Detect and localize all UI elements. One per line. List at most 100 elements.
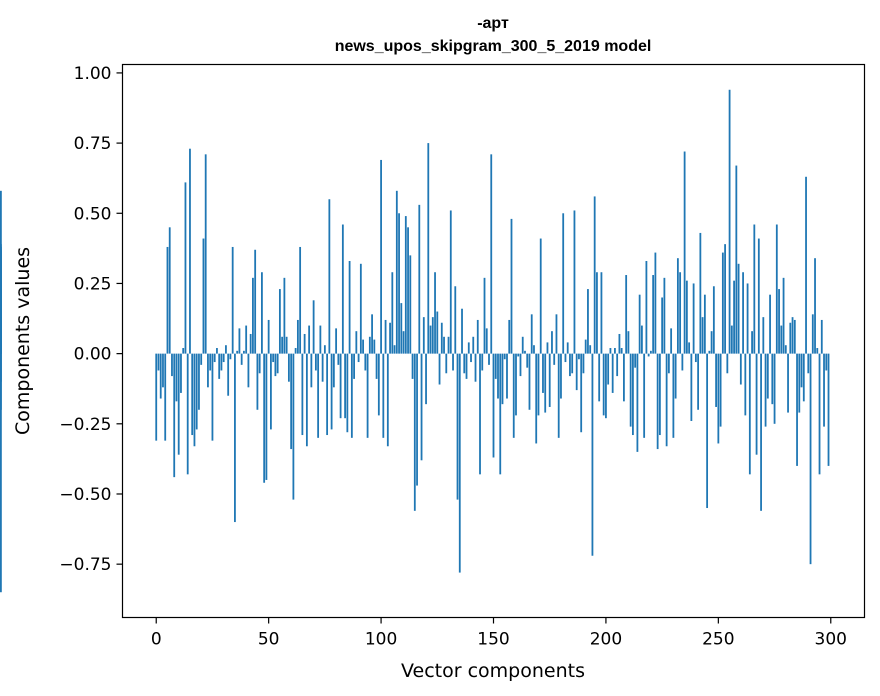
bar	[204, 154, 207, 354]
x-tick-label: 300	[815, 630, 847, 650]
bar	[276, 353, 279, 374]
bar	[290, 353, 293, 450]
bar	[461, 308, 463, 354]
bar	[386, 353, 389, 447]
bar	[175, 353, 178, 402]
bar	[234, 353, 236, 523]
bar	[656, 353, 659, 450]
bar	[623, 353, 625, 402]
bar	[243, 350, 245, 354]
bar	[685, 280, 688, 354]
bar	[506, 353, 508, 399]
bar	[560, 353, 562, 399]
bar	[733, 280, 735, 354]
bar	[510, 218, 513, 354]
bar	[807, 353, 810, 374]
bar	[658, 353, 661, 436]
x-tick-label: 0	[151, 630, 162, 650]
bar	[589, 345, 592, 354]
bar	[411, 353, 414, 379]
bar	[195, 353, 198, 430]
bar	[445, 353, 448, 374]
bar	[382, 353, 385, 438]
bar	[789, 322, 792, 354]
bar	[314, 353, 317, 371]
bar	[211, 353, 214, 441]
y-tick-label: 0.00	[74, 345, 112, 365]
bar	[335, 328, 338, 354]
bar	[753, 224, 756, 354]
bar	[323, 345, 326, 354]
bar	[501, 353, 504, 405]
bar	[263, 353, 266, 483]
bar	[512, 353, 515, 438]
bar	[497, 353, 499, 399]
bar	[488, 353, 490, 365]
bar	[463, 353, 466, 374]
bar	[712, 286, 715, 354]
y-axis-ticks: 1.00 0.75 0.50 0.25 0.00 −0.25 −0.50 −0.75	[59, 64, 123, 575]
bar	[395, 190, 398, 354]
bar	[533, 345, 535, 354]
bar	[328, 199, 331, 354]
bar	[427, 143, 430, 354]
bar	[773, 353, 776, 424]
bar	[710, 331, 713, 354]
bar	[742, 272, 744, 354]
bar	[699, 232, 702, 354]
bar	[596, 272, 598, 354]
bar	[634, 353, 637, 368]
bar	[715, 353, 717, 407]
bar	[0, 317, 2, 354]
bar	[452, 353, 454, 371]
bar	[308, 325, 311, 354]
bar	[616, 353, 619, 377]
bar	[490, 154, 493, 354]
bar	[661, 297, 664, 354]
y-tick-label: −0.25	[59, 415, 111, 435]
bar	[274, 353, 277, 377]
x-tick-label: 200	[590, 630, 622, 650]
bar	[193, 353, 196, 447]
bar	[481, 353, 484, 371]
bar	[724, 244, 726, 354]
bar	[180, 353, 182, 393]
bar	[258, 353, 261, 374]
bar	[760, 353, 762, 511]
bar	[820, 319, 823, 354]
bar	[359, 263, 362, 354]
bar	[748, 353, 751, 475]
bar	[681, 353, 684, 371]
bar	[665, 353, 668, 447]
x-axis-label: Vector components	[401, 660, 585, 682]
bar	[551, 331, 553, 354]
bar	[305, 353, 308, 447]
bar	[252, 277, 254, 354]
bar	[472, 336, 475, 354]
bar	[647, 353, 650, 357]
bar	[571, 353, 574, 374]
bar	[771, 353, 774, 405]
bar	[238, 328, 241, 354]
bar	[782, 277, 785, 354]
bar	[697, 353, 700, 410]
bar	[182, 348, 185, 354]
bar	[371, 314, 373, 354]
bar	[236, 350, 239, 354]
bar	[398, 213, 400, 354]
x-axis-ticks: 0 50 100 150 200 250 300	[151, 617, 847, 650]
bar	[350, 353, 353, 438]
bar	[373, 339, 376, 354]
bar	[470, 353, 472, 363]
bar	[796, 353, 798, 466]
x-tick-label: 100	[365, 630, 397, 650]
bar	[643, 353, 646, 438]
bar	[827, 353, 830, 466]
bar	[341, 224, 344, 354]
bar	[683, 151, 686, 354]
y-tick-label: −0.75	[59, 555, 111, 575]
bar	[166, 246, 169, 354]
bar	[562, 213, 565, 354]
y-tick-label: −0.50	[59, 485, 111, 505]
bar	[168, 227, 171, 354]
